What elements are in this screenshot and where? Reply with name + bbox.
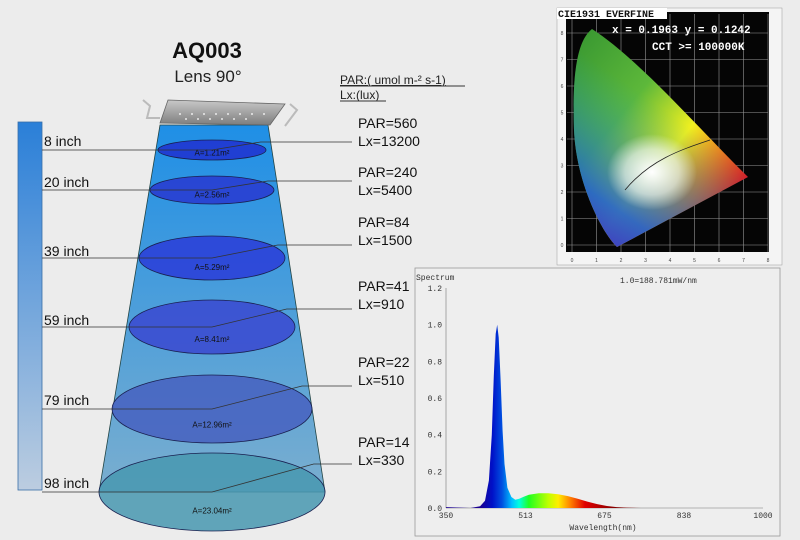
- cie-x-tick: 2: [620, 258, 623, 264]
- chart-annotation: 1.0=188.781mW/nm: [620, 277, 697, 286]
- par-unit-label: PAR:( umol m-² s-1): [340, 73, 446, 87]
- cie-coordinates: x = 0.1963 y = 0.1242: [612, 25, 751, 37]
- cie-x-tick: 5: [693, 258, 696, 264]
- cie-x-tick: 3: [644, 258, 647, 264]
- x-tick-label: 513: [518, 512, 533, 521]
- y-tick-label: 0.4: [428, 432, 443, 441]
- par-value: PAR=560: [358, 115, 417, 131]
- cie-x-tick: 7: [742, 258, 745, 264]
- lux-value: Lx=330: [358, 452, 405, 468]
- lux-value: Lx=1500: [358, 232, 412, 248]
- cie-chromaticity-diagram: CIE1931 EVERFINE x = 0.1963 y = 0.1242 C…: [556, 7, 783, 266]
- par-value: PAR=240: [358, 164, 417, 180]
- cie-x-tick: 6: [718, 258, 721, 264]
- cie-x-tick: 1: [595, 258, 598, 264]
- measurement-labels: 8 inch PAR=560 Lx=13200 20 inch PAR=240 Lx=54…: [42, 115, 420, 493]
- cie-y-tick: 6: [561, 84, 564, 90]
- leader-line: [42, 463, 352, 493]
- lux-value: Lx=910: [358, 296, 405, 312]
- y-tick-label: 0.8: [428, 358, 443, 367]
- x-axis-label: Wavelength(nm): [569, 524, 636, 533]
- y-tick-label: 1.0: [428, 322, 443, 331]
- lux-value: Lx=5400: [358, 182, 412, 198]
- par-value: PAR=84: [358, 214, 410, 230]
- leader-line: [42, 141, 352, 151]
- distance-label: 59 inch: [44, 312, 89, 328]
- cie-y-tick: 1: [561, 217, 564, 223]
- y-tick-label: 0.2: [428, 468, 443, 477]
- cie-y-tick: 4: [561, 137, 564, 143]
- y-tick-label: 1.2: [428, 285, 443, 294]
- cie-x-tick: 8: [767, 258, 770, 264]
- cie-title: CIE1931 EVERFINE: [558, 10, 654, 21]
- cie-y-tick: 5: [561, 111, 564, 117]
- area-label: A=1.21m²: [195, 149, 230, 158]
- chart-title: Spectrum: [416, 274, 455, 283]
- cie-x-tick: 4: [669, 258, 672, 264]
- cie-y-tick: 3: [561, 164, 564, 170]
- cie-y-tick: 2: [561, 190, 564, 196]
- coverage-ellipses: A=1.21m² A=2.56m² A=5.29m² A=8.41m² A=12.96m…: [98, 139, 326, 532]
- model-title: AQ003: [172, 38, 242, 63]
- cie-y-tick: 0: [561, 243, 564, 249]
- distance-label: 79 inch: [44, 392, 89, 408]
- area-label: A=8.41m²: [195, 335, 230, 344]
- area-label: A=5.29m²: [195, 263, 230, 272]
- distance-label: 98 inch: [44, 475, 89, 491]
- distance-label: 20 inch: [44, 174, 89, 190]
- leader-line: [42, 244, 352, 259]
- area-label: A=23.04m²: [192, 506, 232, 515]
- distance-scale-bar: [17, 121, 43, 491]
- par-value: PAR=22: [358, 354, 410, 370]
- leader-line: [42, 385, 352, 410]
- lux-value: Lx=13200: [358, 133, 420, 149]
- distance-label: 39 inch: [44, 243, 89, 259]
- leader-line: [42, 308, 352, 328]
- leader-line: [42, 180, 352, 191]
- y-tick-label: 0.6: [428, 395, 443, 404]
- spectrum-chart: Spectrum 1.0=188.781mW/nm Wavelength(nm)…: [414, 267, 781, 537]
- cie-y-tick: 8: [561, 31, 564, 37]
- par-value: PAR=41: [358, 278, 410, 294]
- cie-y-tick: 7: [561, 58, 564, 64]
- cie-x-tick: 0: [571, 258, 574, 264]
- y-tick-label: 0.0: [428, 505, 443, 514]
- x-tick-label: 1000: [753, 512, 772, 521]
- par-value: PAR=14: [358, 434, 410, 450]
- lux-value: Lx=510: [358, 372, 405, 388]
- x-tick-label: 675: [597, 512, 612, 521]
- x-tick-label: 350: [439, 512, 454, 521]
- cie-cct: CCT >= 100000K: [652, 42, 745, 54]
- light-fixture-image: [142, 99, 299, 127]
- lens-subtitle: Lens 90°: [174, 67, 241, 86]
- lux-unit-label: Lx:(lux): [340, 88, 379, 102]
- distance-label: 8 inch: [44, 133, 81, 149]
- x-tick-label: 838: [677, 512, 692, 521]
- area-label: A=12.96m²: [192, 421, 232, 430]
- area-label: A=2.56m²: [195, 191, 230, 200]
